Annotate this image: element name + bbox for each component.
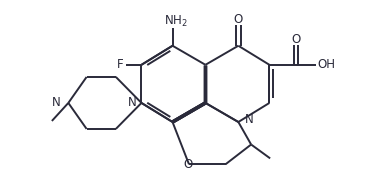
Text: N: N (244, 113, 253, 126)
Text: F: F (117, 58, 124, 71)
Text: O: O (234, 13, 243, 26)
Text: OH: OH (317, 58, 335, 71)
Text: N: N (51, 96, 60, 109)
Text: O: O (291, 33, 300, 46)
Text: NH$_2$: NH$_2$ (164, 14, 188, 29)
Text: O: O (184, 158, 193, 171)
Text: N: N (128, 96, 137, 109)
